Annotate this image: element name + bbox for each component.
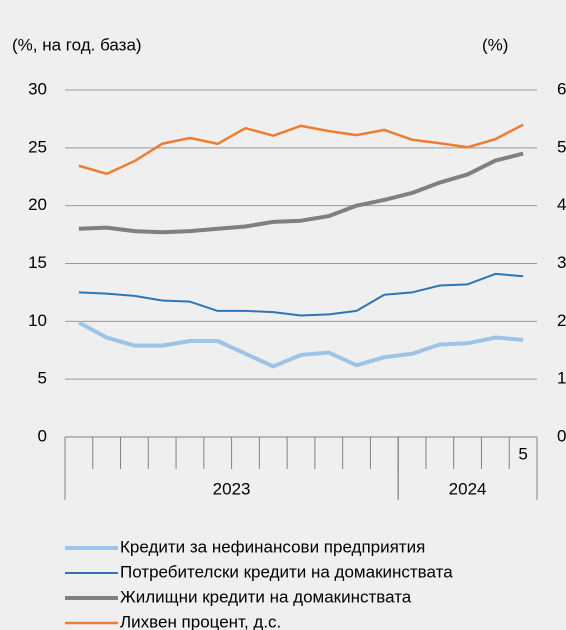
- y-tick-label: 25: [28, 137, 47, 156]
- y-tick-label: 10: [28, 311, 47, 330]
- y-tick-label: 15: [28, 253, 47, 272]
- y2-tick-label: 5: [557, 137, 566, 156]
- y-tick-label: 0: [38, 426, 47, 445]
- legend-label: Лихвен процент, д.с.: [120, 612, 281, 630]
- series-line: [78, 272, 524, 317]
- series-line: [77, 320, 524, 369]
- y2-tick-label: 4: [557, 195, 566, 214]
- x-group-label: 2023: [213, 479, 251, 498]
- y-tick-label: 30: [28, 79, 47, 98]
- y2-axis-title: (%): [482, 35, 508, 54]
- legend-label: Жилищни кредити на домакинствата: [120, 587, 412, 606]
- y2-tick-label: 1: [557, 369, 566, 388]
- series-line: [78, 123, 524, 176]
- series-line: [78, 151, 524, 235]
- y-axis-title: (%, на год. база): [12, 35, 142, 54]
- x-tick-label: 5: [518, 444, 527, 463]
- x-group-label: 2024: [449, 479, 487, 498]
- y2-tick-label: 6: [557, 79, 566, 98]
- legend-label: Кредити за нефинансови предприятия: [120, 537, 425, 556]
- legend-label: Потребителски кредити на домакинствата: [120, 562, 453, 581]
- y2-tick-label: 0: [557, 426, 566, 445]
- y-tick-label: 20: [28, 195, 47, 214]
- y2-tick-label: 2: [557, 311, 566, 330]
- y-tick-label: 5: [38, 369, 47, 388]
- y2-tick-label: 3: [557, 253, 566, 272]
